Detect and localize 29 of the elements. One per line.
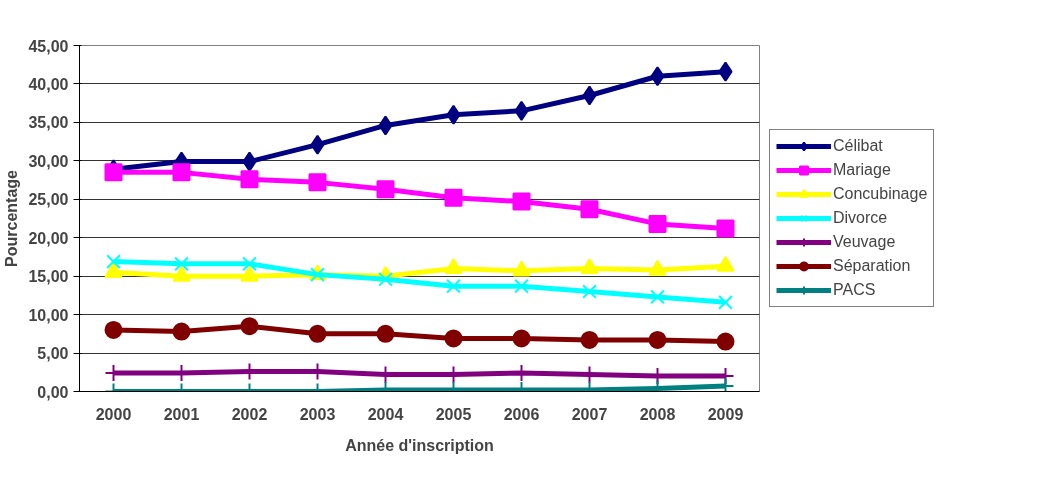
y-tick-label: 5,00 — [37, 345, 69, 363]
y-tick-label: 10,00 — [28, 306, 69, 324]
legend-label: Mariage — [833, 161, 891, 179]
legend-label: Veuvage — [833, 233, 896, 251]
x-tick-label: 2001 — [163, 405, 200, 423]
y-tick-label: 35,00 — [28, 114, 69, 132]
x-tick-label: 2003 — [299, 405, 336, 423]
y-tick-label: 25,00 — [28, 191, 69, 209]
legend-label: PACS — [833, 281, 876, 299]
x-axis-title: Année d'inscription — [345, 436, 494, 454]
x-tick-label: 2009 — [707, 405, 744, 423]
y-tick-label: 45,00 — [28, 37, 69, 55]
x-tick-label: 2005 — [435, 405, 472, 423]
x-tick-label: 2008 — [639, 405, 676, 423]
y-tick-label: 20,00 — [28, 229, 69, 247]
legend-label: Divorce — [833, 209, 888, 227]
x-tick-label: 2006 — [503, 405, 540, 423]
y-tick-label: 40,00 — [28, 75, 69, 93]
y-tick-label: 15,00 — [28, 268, 69, 286]
x-tick-label: 2007 — [571, 405, 608, 423]
legend-label: Concubinage — [833, 185, 928, 203]
legend-label: Séparation — [833, 257, 911, 275]
legend-label: Célibat — [833, 137, 883, 155]
y-tick-label: 30,00 — [28, 152, 69, 170]
x-tick-label: 2000 — [95, 405, 132, 423]
x-tick-label: 2004 — [367, 405, 404, 423]
x-tick-label: 2002 — [231, 405, 268, 423]
y-axis-title: Pourcentage — [3, 169, 21, 267]
y-tick-label: 0,00 — [37, 383, 69, 401]
